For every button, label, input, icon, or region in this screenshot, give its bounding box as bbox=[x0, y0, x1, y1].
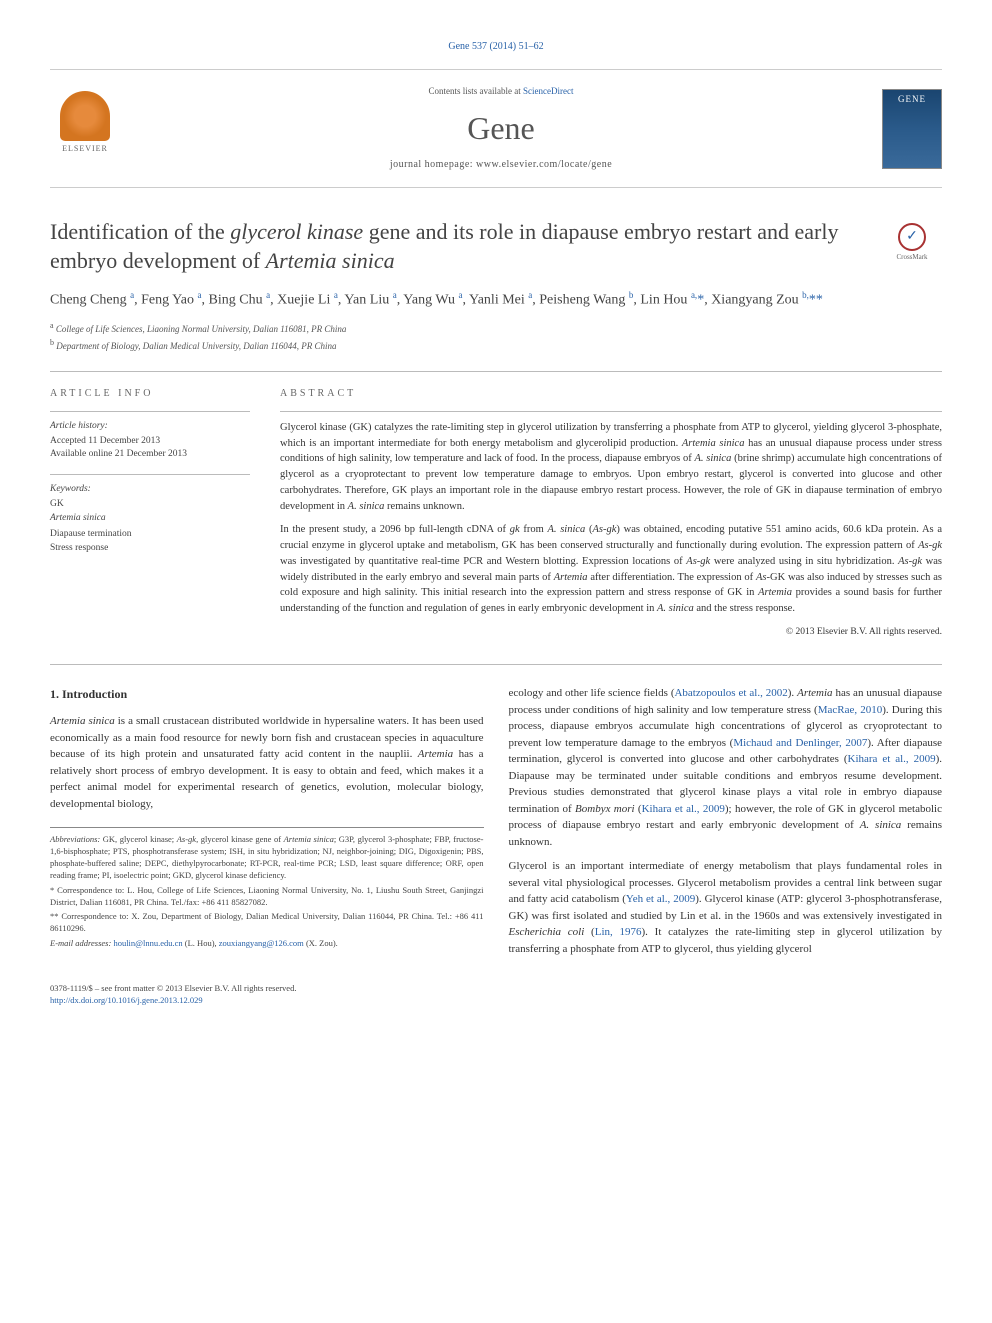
correspondence-1: * Correspondence to: L. Hou, College of … bbox=[50, 885, 484, 909]
bottom-matter: 0378-1119/$ – see front matter © 2013 El… bbox=[50, 983, 942, 1007]
article-info-col: ARTICLE INFO Article history: Accepted 1… bbox=[50, 387, 250, 639]
title-italic-2: Artemia sinica bbox=[266, 248, 395, 273]
abstract-text: Glycerol kinase (GK) catalyzes the rate-… bbox=[280, 420, 942, 639]
email-addresses: E-mail addresses: houlin@lnnu.edu.cn (L.… bbox=[50, 938, 484, 950]
article-info-label: ARTICLE INFO bbox=[50, 387, 250, 401]
crossmark-label: CrossMark bbox=[896, 253, 927, 262]
keywords-heading: Keywords: bbox=[50, 483, 250, 496]
divider bbox=[50, 371, 942, 372]
keywords: Keywords: GK Artemia sinica Diapause ter… bbox=[50, 483, 250, 555]
journal-cover-thumb bbox=[882, 89, 942, 169]
history-heading: Article history: bbox=[50, 420, 250, 433]
divider bbox=[50, 664, 942, 665]
footnotes: Abbreviations: GK, glycerol kinase; As-g… bbox=[50, 827, 484, 950]
keyword-1: GK bbox=[50, 498, 250, 511]
contents-prefix: Contents lists available at bbox=[429, 86, 523, 96]
affiliation-b: b Department of Biology, Dalian Medical … bbox=[50, 337, 942, 353]
contents-list-line: Contents lists available at ScienceDirec… bbox=[120, 85, 882, 98]
masthead: ELSEVIER Contents lists available at Sci… bbox=[50, 69, 942, 188]
affiliation-a: a College of Life Sciences, Liaoning Nor… bbox=[50, 320, 942, 336]
article-title: Identification of the glycerol kinase ge… bbox=[50, 218, 942, 275]
body-col-left: 1. Introduction Artemia sinica is a smal… bbox=[50, 685, 484, 965]
keyword-2: Artemia sinica bbox=[50, 512, 250, 525]
intro-heading: 1. Introduction bbox=[50, 685, 484, 703]
intro-para-left: Artemia sinica is a small crustacean dis… bbox=[50, 713, 484, 812]
abstract-copyright: © 2013 Elsevier B.V. All rights reserved… bbox=[280, 625, 942, 639]
doi-link[interactable]: http://dx.doi.org/10.1016/j.gene.2013.12… bbox=[50, 995, 203, 1005]
abbreviations: Abbreviations: GK, glycerol kinase; As-g… bbox=[50, 834, 484, 882]
abstract-col: ABSTRACT Glycerol kinase (GK) catalyzes … bbox=[280, 387, 942, 639]
elsevier-tree-icon bbox=[60, 91, 110, 141]
journal-homepage: journal homepage: www.elsevier.com/locat… bbox=[120, 158, 882, 172]
publisher-name: ELSEVIER bbox=[62, 143, 108, 154]
title-part-1: Identification of the bbox=[50, 219, 230, 244]
correspondence-2: ** Correspondence to: X. Zou, Department… bbox=[50, 911, 484, 935]
info-abstract-row: ARTICLE INFO Article history: Accepted 1… bbox=[50, 387, 942, 639]
journal-title: Gene bbox=[120, 106, 882, 151]
body-col-right: ecology and other life science fields (A… bbox=[509, 685, 943, 965]
history-accepted: Accepted 11 December 2013 bbox=[50, 435, 250, 448]
elsevier-logo: ELSEVIER bbox=[50, 91, 120, 166]
affiliations: a College of Life Sciences, Liaoning Nor… bbox=[50, 320, 942, 353]
keyword-3: Diapause termination bbox=[50, 528, 250, 541]
history-online: Available online 21 December 2013 bbox=[50, 448, 250, 461]
authors-line: Cheng Cheng a, Feng Yao a, Bing Chu a, X… bbox=[50, 288, 942, 312]
abstract-para-1: Glycerol kinase (GK) catalyzes the rate-… bbox=[280, 420, 942, 515]
masthead-center: Contents lists available at ScienceDirec… bbox=[120, 85, 882, 172]
keyword-4: Stress response bbox=[50, 542, 250, 555]
intro-para-right-1: ecology and other life science fields (A… bbox=[509, 685, 943, 850]
front-matter-line: 0378-1119/$ – see front matter © 2013 El… bbox=[50, 983, 942, 995]
crossmark-badge[interactable]: CrossMark bbox=[882, 223, 942, 263]
abstract-label: ABSTRACT bbox=[280, 387, 942, 401]
article-history: Article history: Accepted 11 December 20… bbox=[50, 420, 250, 462]
intro-para-right-2: Glycerol is an important intermediate of… bbox=[509, 858, 943, 957]
sciencedirect-link[interactable]: ScienceDirect bbox=[523, 86, 573, 96]
abstract-para-2: In the present study, a 2096 bp full-len… bbox=[280, 522, 942, 617]
body-columns: 1. Introduction Artemia sinica is a smal… bbox=[50, 685, 942, 965]
title-italic-1: glycerol kinase bbox=[230, 219, 363, 244]
crossmark-icon bbox=[898, 223, 926, 251]
journal-reference: Gene 537 (2014) 51–62 bbox=[50, 40, 942, 54]
